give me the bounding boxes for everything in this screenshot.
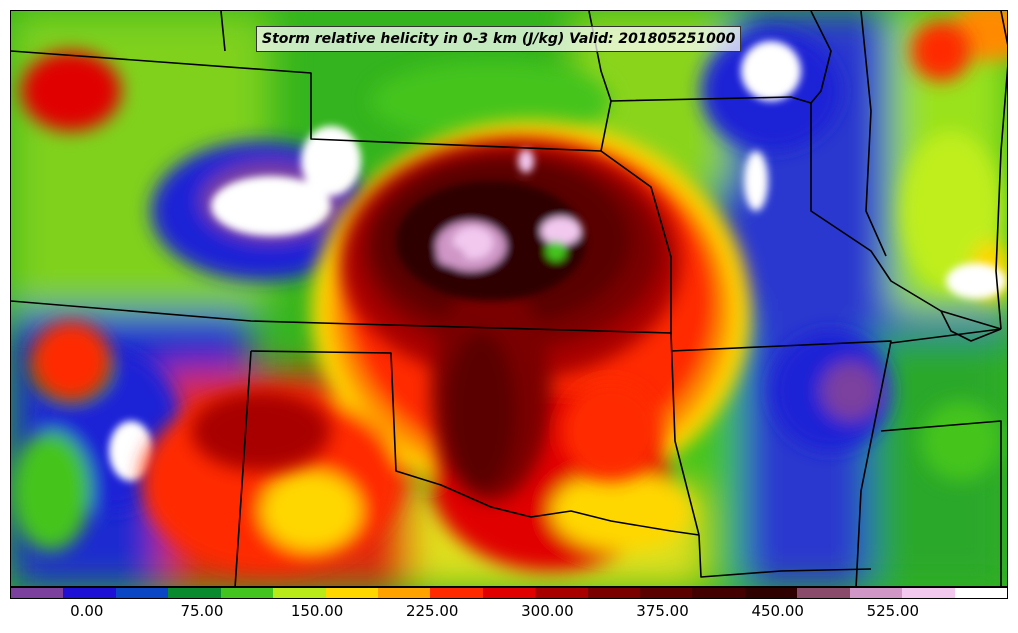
field-voids — [109, 41, 1006, 481]
colorbar-segment — [640, 588, 693, 598]
colorbar-tick-label: 225.00 — [405, 602, 459, 620]
state-border-lines — [11, 11, 1007, 586]
colorbar-segment — [325, 588, 378, 598]
helicity-map — [11, 11, 1007, 586]
colorbar-segment — [849, 588, 903, 598]
colorbar-segment — [377, 588, 431, 598]
colorbar-tick-label: 150.00 — [290, 602, 344, 620]
colorbar-segment — [11, 588, 64, 598]
colorbar-segment — [797, 588, 850, 598]
colorbar — [10, 587, 1008, 599]
colorbar-segment — [115, 588, 169, 598]
colorbar-tick-label: 0.00 — [70, 602, 104, 620]
colorbar-tick-label: 75.00 — [180, 602, 224, 620]
colorbar-tick-label: 300.00 — [521, 602, 574, 620]
colorbar-segment — [220, 588, 274, 598]
map-title: Storm relative helicity in 0-3 km (J/kg)… — [256, 26, 742, 52]
colorbar-segment — [168, 588, 221, 598]
colorbar-tick-label: 375.00 — [636, 602, 689, 620]
colorbar-segment — [902, 588, 955, 598]
colorbar-tick-label: 450.00 — [751, 602, 804, 620]
colorbar-segment — [430, 588, 483, 598]
colorbar-segment — [535, 588, 588, 598]
colorbar-labels: 0.00 75.00 150.00 225.00 300.00 375.00 450.00 5… — [10, 602, 1008, 624]
colorbar-segment — [482, 588, 536, 598]
colorbar-segment — [954, 588, 1007, 598]
field-core-deep — [396, 149, 586, 301]
colorbar-tick-label: 525.00 — [866, 602, 920, 620]
colorbar-segment — [63, 588, 116, 598]
colorbar-segment — [744, 588, 798, 598]
map-frame: Storm relative helicity in 0-3 km (J/kg)… — [10, 10, 1008, 587]
colorbar-segment — [587, 588, 641, 598]
colorbar-segment — [692, 588, 745, 598]
colorbar-segment — [273, 588, 326, 598]
